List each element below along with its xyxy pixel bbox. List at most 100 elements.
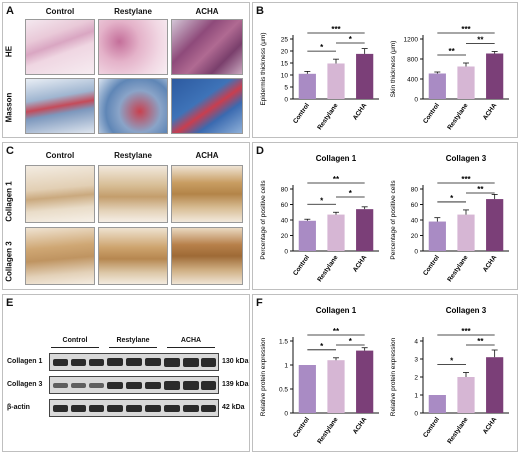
significance-label: *** (461, 175, 471, 184)
x-tick-label: Restylane (446, 254, 470, 283)
group-label: Restylane (116, 337, 150, 344)
significance-label: *** (331, 25, 341, 34)
x-tick-label: Restylane (316, 254, 340, 283)
y-tick-label: 0 (284, 249, 288, 256)
bar (486, 199, 504, 251)
y-tick-label: 1.5 (279, 339, 288, 346)
significance-label: * (349, 35, 353, 44)
significance-label: ** (449, 47, 456, 56)
y-tick-label: 25 (281, 37, 289, 44)
collagen1-image-restylane (98, 165, 168, 223)
bar (327, 360, 345, 413)
significance-label: * (320, 342, 324, 351)
bar (356, 53, 374, 99)
y-tick-label: 20 (281, 49, 289, 56)
collagen3-image-restylane (98, 227, 168, 285)
y-tick-label: 0 (284, 97, 288, 104)
panel-a: A Control Restylane ACHA HE Masson (2, 2, 250, 138)
column-header: ACHA (195, 151, 219, 160)
panel-c: C Control Restylane ACHA Collagen 1 Coll… (2, 142, 250, 290)
masson-image-acha (171, 78, 243, 134)
chart-title: Collagen 3 (446, 306, 487, 315)
chart-title: Collagen 3 (446, 154, 487, 163)
bar (428, 395, 446, 413)
x-tick-label: Restylane (446, 416, 470, 445)
significance-label: ** (477, 185, 484, 194)
y-tick-label: 0.5 (279, 387, 288, 394)
x-tick-label: Restylane (316, 102, 340, 131)
x-tick-label: Control (422, 416, 441, 439)
panel-b: B 0 5 10 15 20 25 Epidermis thickness (μm) Cont… (252, 2, 518, 138)
y-tick-label: 400 (407, 77, 418, 84)
chart-skin-thickness: 0 400 800 1200 Skin thickness (μm) Control Res… (390, 25, 509, 131)
y-tick-label: 0 (414, 411, 418, 418)
x-tick-label: ACHA (482, 102, 499, 122)
row-header: Collagen 1 (4, 181, 14, 222)
x-tick-label: Restylane (316, 416, 340, 445)
y-tick-label: 15 (281, 61, 289, 68)
significance-label: *** (461, 327, 471, 336)
group-line (51, 347, 99, 348)
y-tick-label: 80 (281, 187, 289, 194)
x-tick-label: Control (422, 102, 441, 125)
bar (327, 214, 345, 251)
y-tick-label: 20 (411, 233, 419, 240)
y-axis-label: Relative protein expression (260, 337, 267, 416)
y-tick-label: 4 (414, 339, 418, 346)
y-tick-label: 2 (414, 375, 418, 382)
panel-letter: C (6, 145, 14, 157)
chart-title: Collagen 1 (316, 306, 357, 315)
blot-label: Collagen 3 (7, 381, 43, 388)
y-tick-label: 0 (284, 411, 288, 418)
y-tick-label: 60 (281, 202, 289, 209)
y-axis-label: Skin thickness (μm) (390, 41, 397, 98)
y-tick-label: 80 (411, 187, 419, 194)
panel-letter: F (256, 297, 263, 309)
bar (298, 365, 316, 413)
column-header: Control (45, 151, 75, 160)
bar (428, 73, 446, 99)
blot-size: 42 kDa (222, 404, 245, 411)
y-axis-label: Percentage of positive cells (390, 180, 397, 260)
row-header: HE (4, 45, 14, 58)
y-tick-label: 1 (284, 363, 288, 370)
significance-label: * (320, 196, 324, 205)
chart-title: Collagen 1 (316, 154, 357, 163)
he-image-acha (171, 19, 243, 75)
column-header: Restylane (114, 151, 152, 160)
collagen1-image-acha (171, 165, 243, 223)
bar (457, 214, 475, 251)
blot-label: Collagen 1 (7, 358, 43, 365)
blot-strip-collagen3 (49, 376, 219, 394)
x-tick-label: ACHA (352, 254, 369, 274)
x-tick-label: Control (292, 254, 311, 277)
group-label: ACHA (180, 337, 202, 344)
collagen3-image-control (25, 227, 95, 285)
x-tick-label: ACHA (352, 416, 369, 436)
panel-d: D Collagen 1 0 20 40 60 80 Percentage of posit… (252, 142, 518, 290)
blot-strip-collagen1 (49, 353, 219, 371)
y-tick-label: 10 (281, 73, 289, 80)
significance-label: * (450, 194, 454, 203)
x-tick-label: Restylane (446, 102, 470, 131)
bar (457, 377, 475, 413)
bar (356, 209, 374, 251)
significance-label: * (450, 357, 454, 366)
bar (327, 63, 345, 99)
chart-collagen3-protein: Collagen 3 0 1 2 3 4 Relative protein expressi… (390, 306, 509, 445)
significance-label: ** (333, 175, 340, 184)
masson-image-control (25, 78, 95, 134)
row-header: Collagen 3 (4, 241, 14, 282)
blot-size: 139 kDa (222, 381, 249, 388)
bar (486, 357, 504, 413)
collagen3-image-acha (171, 227, 243, 285)
y-tick-label: 5 (284, 85, 288, 92)
significance-label: ** (477, 36, 484, 45)
y-tick-label: 1 (414, 393, 418, 400)
chart-epidermis-thickness: 0 5 10 15 20 25 Epidermis thickness (μm) Contro… (260, 25, 379, 131)
panel-letter: B (256, 5, 264, 17)
group-line (109, 347, 157, 348)
column-header: Restylane (114, 7, 152, 16)
column-header: Control (45, 7, 75, 16)
y-tick-label: 40 (411, 218, 419, 225)
